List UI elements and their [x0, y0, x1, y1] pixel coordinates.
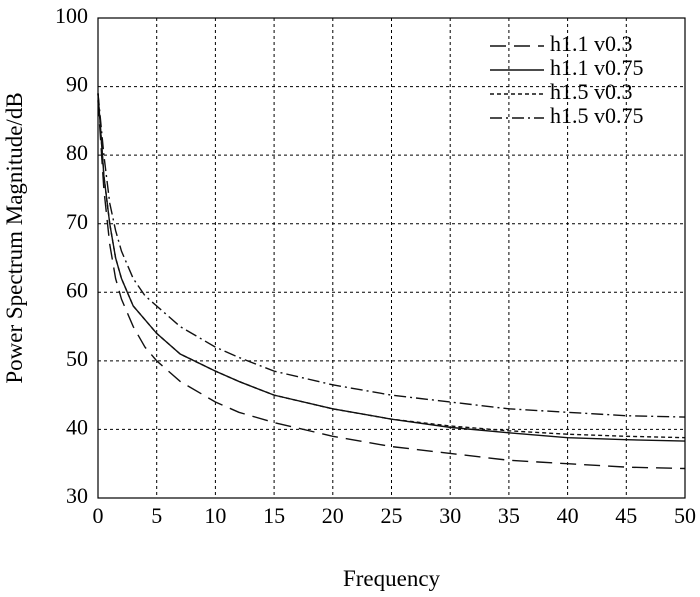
x-tick-label: 50: [674, 503, 696, 528]
y-tick-label: 80: [66, 140, 88, 165]
legend-label: h1.5 v0.75: [550, 103, 644, 128]
series-line-3: [97, 93, 686, 439]
x-tick-label: 25: [381, 503, 403, 528]
x-tick-label: 15: [263, 503, 285, 528]
y-tick-label: 70: [66, 209, 88, 234]
y-axis-tick-labels: 30 40 50 60 70 80 90 100: [55, 3, 88, 508]
x-tick-label: 35: [498, 503, 520, 528]
y-tick-label: 50: [66, 346, 88, 371]
legend-label: h1.1 v0.75: [550, 55, 644, 80]
x-tick-label: 45: [615, 503, 637, 528]
series-line-4: [97, 93, 686, 418]
x-tick-label: 20: [322, 503, 344, 528]
y-axis-title: Power Spectrum Magnitude/dB: [2, 92, 27, 383]
y-tick-label: 100: [55, 3, 88, 28]
x-axis-title: Frequency: [343, 566, 441, 591]
x-tick-label: 0: [93, 503, 104, 528]
series-line-1: [97, 100, 686, 470]
series-lines: [97, 93, 686, 470]
legend-label: h1.1 v0.3: [550, 31, 633, 56]
y-tick-label: 40: [66, 414, 88, 439]
legend-label: h1.5 v0.3: [550, 79, 633, 104]
x-tick-label: 10: [204, 503, 226, 528]
x-tick-label: 30: [439, 503, 461, 528]
y-tick-label: 60: [66, 277, 88, 302]
x-axis-tick-labels: 0 5 10 15 20 25 30 35 40 45 50: [93, 503, 697, 528]
x-tick-label: 40: [557, 503, 579, 528]
y-tick-label: 90: [66, 72, 88, 97]
plot-area-frame: [97, 17, 686, 499]
x-tick-label: 5: [151, 503, 162, 528]
y-tick-label: 30: [66, 483, 88, 508]
